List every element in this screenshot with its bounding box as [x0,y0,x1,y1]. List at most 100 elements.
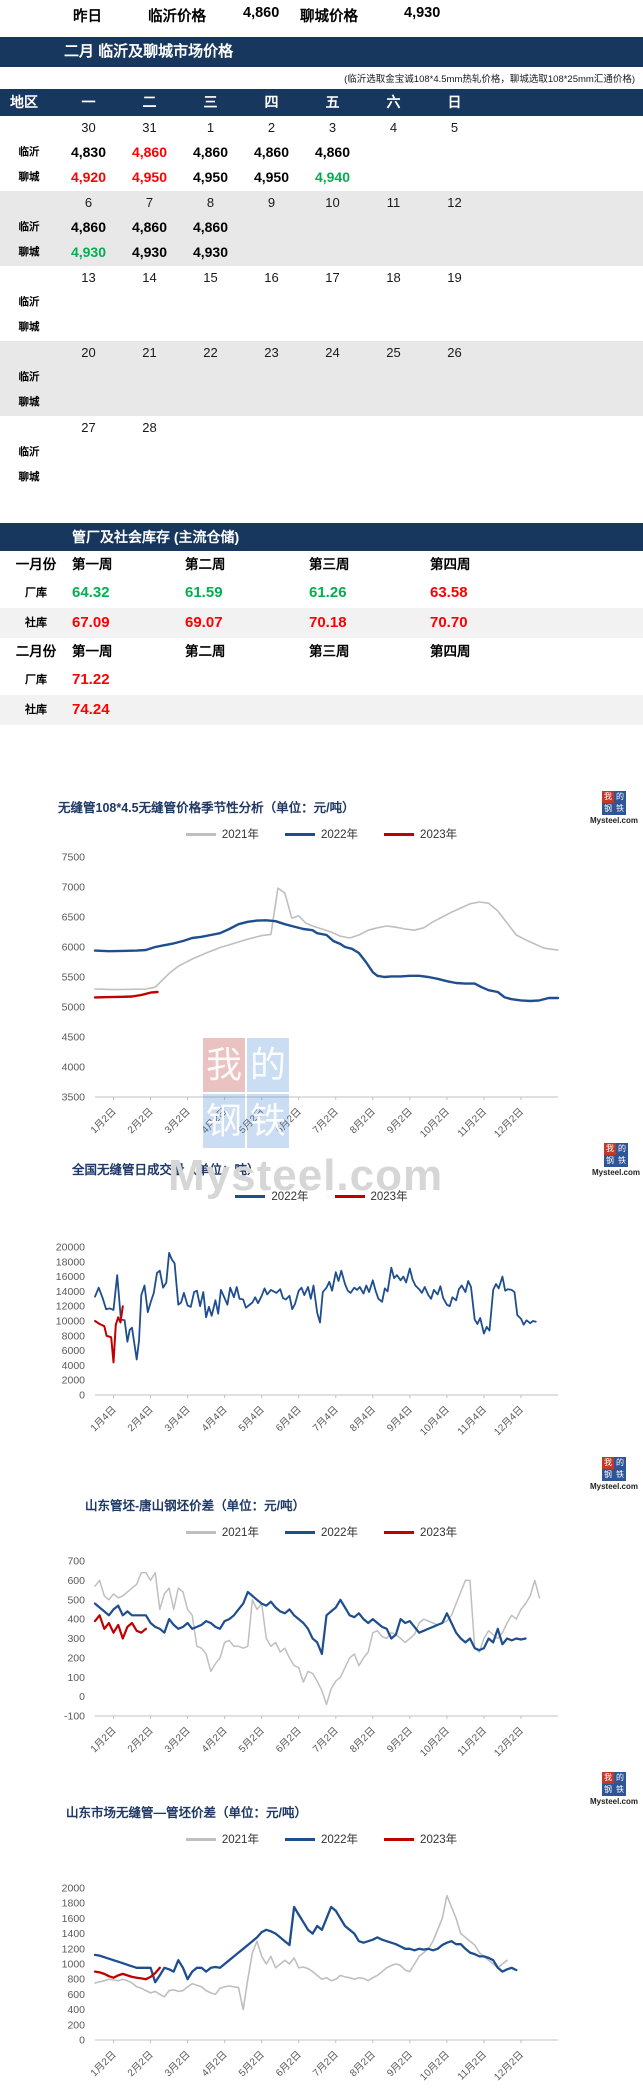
date-cell: 26 [447,345,462,360]
svg-text:1000: 1000 [62,1959,86,1971]
price-cell [241,290,302,315]
date-cell [241,416,302,440]
city-row-label: 临沂 [18,446,40,458]
price-cell: 4,860 [131,219,168,235]
svg-text:1月2日: 1月2日 [88,1106,118,1136]
inventory-value-row: 社库 74.24 [0,695,643,725]
price-cell [363,215,424,240]
svg-text:3月4日: 3月4日 [162,1404,192,1434]
date-row-spacer [0,116,58,140]
svg-text:5月4日: 5月4日 [236,1404,266,1434]
city-row-label: 聊城 [18,396,40,408]
svg-text:12000: 12000 [56,1301,85,1313]
price-cell: 4,950 [192,169,229,185]
svg-text:5500: 5500 [62,972,86,984]
price-cell [180,365,241,390]
svg-text:0: 0 [79,1390,85,1402]
price-cell: 4,950 [253,169,290,185]
svg-text:10000: 10000 [56,1316,85,1328]
inventory-table: 一月份 第一周 第二周 第三周 第四周 厂库 64.32 61.59 61.26 63.58 社库 6… [0,551,643,725]
date-cell [424,416,485,440]
inventory-value-cell: 67.09 [72,614,110,631]
svg-text:20000: 20000 [56,1242,85,1254]
price-cell [58,290,119,315]
price-cell: 4,860 [253,144,290,160]
svg-text:8月2日: 8月2日 [347,2049,377,2079]
linyi-price-row: 临沂 4,830 4,860 4,860 4,860 4,860 [0,140,643,165]
liaocheng-price-row: 聊城 [0,390,643,415]
price-cell [119,315,180,340]
svg-text:400: 400 [67,1614,85,1626]
svg-text:3月2日: 3月2日 [162,1106,192,1136]
linyi-price-row: 临沂 [0,290,643,315]
price-section-subtitle: (临沂选取金宝诚108*4.5mm热轧价格，聊城选取108*25mm汇通价格) [344,74,635,85]
price-cell [424,365,485,390]
price-cell [180,440,241,465]
svg-text:6月4日: 6月4日 [273,1404,303,1434]
date-row-spacer [0,191,58,215]
linyi-price-label: 临沂价格 [148,9,206,25]
svg-text:11月4日: 11月4日 [455,1404,489,1438]
svg-text:1600: 1600 [62,1913,86,1925]
legend-swatch [284,1837,315,1841]
svg-text:500: 500 [67,1594,85,1606]
price-cell [302,215,363,240]
inventory-value-cell: 61.26 [309,584,347,601]
month-label: 一月份 [15,557,57,572]
calendar-header-row: 地区 一 二 三 四 五 六 日 [0,89,643,116]
mysteel-domain-text: Mysteel.com [591,1168,641,1177]
price-cell [241,365,302,390]
date-cell: 3 [328,120,337,135]
date-cell: 12 [447,195,462,210]
date-row: 27 28 [0,416,643,440]
calendar-week: 30 31 1 2 3 4 5 临沂 4,830 4,860 4,860 4,860 4,860 聊城 4,… [0,116,643,191]
svg-text:300: 300 [67,1633,85,1645]
svg-text:-100: -100 [64,1711,85,1723]
price-cell [180,390,241,415]
svg-text:2000: 2000 [62,1375,86,1387]
date-cell: 5 [450,120,459,135]
price-cell [302,290,363,315]
svg-text:8月2日: 8月2日 [347,1106,377,1136]
price-cell [58,390,119,415]
legend-item: 2021年 [185,1524,259,1540]
price-cell [58,365,119,390]
city-row-label: 临沂 [18,296,40,308]
liaocheng-price-row: 聊城 [0,465,643,490]
inventory-value-cell [185,665,309,695]
price-cell [363,290,424,315]
mysteel-logo: 我的钢铁 Mysteel.com [591,1143,641,1177]
price-cell [241,215,302,240]
warehouse-row-label: 厂库 [25,674,47,686]
region-column-header: 地区 [10,94,38,110]
svg-text:4月2日: 4月2日 [199,1725,229,1755]
weekday-header: 三 [203,94,218,110]
warehouse-row-label: 社库 [25,617,47,629]
price-cell [424,440,485,465]
weekday-header: 六 [386,94,401,110]
price-cell [241,440,302,465]
calendar-week: 20 21 22 23 24 25 26 临沂 聊城 [0,341,643,416]
chart-legend: 2022年 2023年 [0,1185,643,1207]
svg-text:1400: 1400 [62,1928,86,1940]
price-cell [302,315,363,340]
price-cell: 4,860 [314,144,351,160]
legend-swatch [384,1837,415,1841]
price-cell [119,390,180,415]
price-cell: 4,930 [131,244,168,260]
inventory-value-cell: 63.58 [430,584,468,601]
date-cell: 21 [142,345,157,360]
price-calendar: 30 31 1 2 3 4 5 临沂 4,830 4,860 4,860 4,860 4,860 聊城 4,… [0,116,643,491]
date-cell: 13 [81,270,96,285]
price-cell [302,440,363,465]
price-cell [58,465,119,490]
legend-swatch [284,1530,315,1534]
svg-text:11月2日: 11月2日 [455,1106,489,1140]
inventory-value-cell [309,665,430,695]
svg-text:8000: 8000 [62,1330,86,1342]
price-cell [180,290,241,315]
inventory-value-cell [430,695,551,725]
price-cell [180,465,241,490]
price-cell [363,440,424,465]
date-cell: 19 [447,270,462,285]
